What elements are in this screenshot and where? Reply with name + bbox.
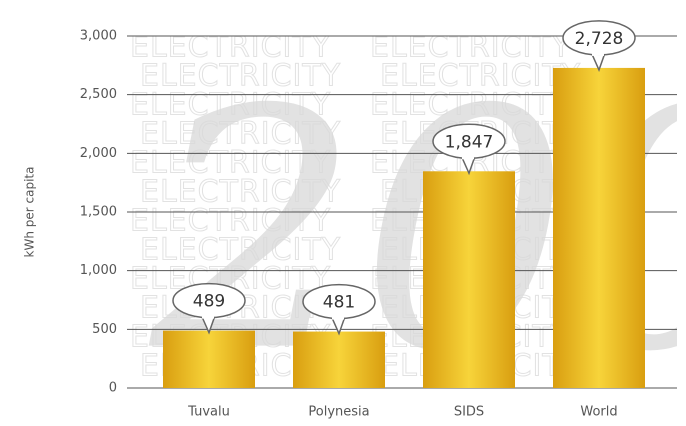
watermark-text: ELECTRICITY [140,117,341,152]
watermark-text: ELECTRICITY [130,30,331,65]
bar [423,171,515,388]
bar [163,330,255,388]
watermark-text: ELECTRICITY [130,88,331,123]
bar [293,331,385,388]
data-label: 2,728 [575,29,624,49]
data-label: 489 [193,292,225,312]
y-tick-label: 2,000 [80,146,117,161]
watermark-text: ELECTRICITY [0,204,91,239]
watermark-text: ELECTRICITY [0,349,101,384]
data-label: 481 [323,293,355,313]
watermark-text: ELECTRICITY [370,30,571,65]
watermark-text: ELECTRICITY [0,262,91,297]
watermark-text: ELECTRICITY [370,88,571,123]
watermark-text: ELECTRICITY [0,30,91,65]
bar [553,67,645,388]
x-tick-label: Polynesia [308,405,369,420]
watermark-text: ELECTRICITY [130,204,331,239]
watermark-text: ELECTRICITY [0,88,91,123]
watermark-text: ELECTRICITY [0,320,91,355]
watermark-text: ELECTRICITY [140,59,341,94]
x-tick-label: Tuvalu [187,405,230,420]
callout-bubble [462,153,474,160]
x-tick-label: World [580,405,617,420]
callout-bubble [592,49,604,56]
watermark-text: ELECTRICITY [140,233,341,268]
x-tick-label: SIDS [454,405,484,420]
callout-bubble [202,312,214,319]
y-tick-label: 1,500 [80,205,117,220]
y-tick-label: 500 [92,322,117,337]
watermark-text: ELECTRICITY [0,291,101,326]
y-tick-label: 2,500 [80,87,117,102]
watermark-text: ELECTRICITY [380,59,581,94]
watermark-text: ELECTRICITY [0,146,91,181]
y-tick-label: 0 [109,381,117,396]
y-axis-label: kWh per capita [23,167,37,258]
bars: 489 481 1,847 2,728 [163,20,645,388]
y-tick-label: 3,000 [80,29,117,44]
watermark-text: ELECTRICITY [140,175,341,210]
watermark-text: ELECTRICITY [130,146,331,181]
callout-bubble [332,313,344,320]
y-tick-label: 1,000 [80,263,117,278]
data-label: 1,847 [445,132,494,152]
